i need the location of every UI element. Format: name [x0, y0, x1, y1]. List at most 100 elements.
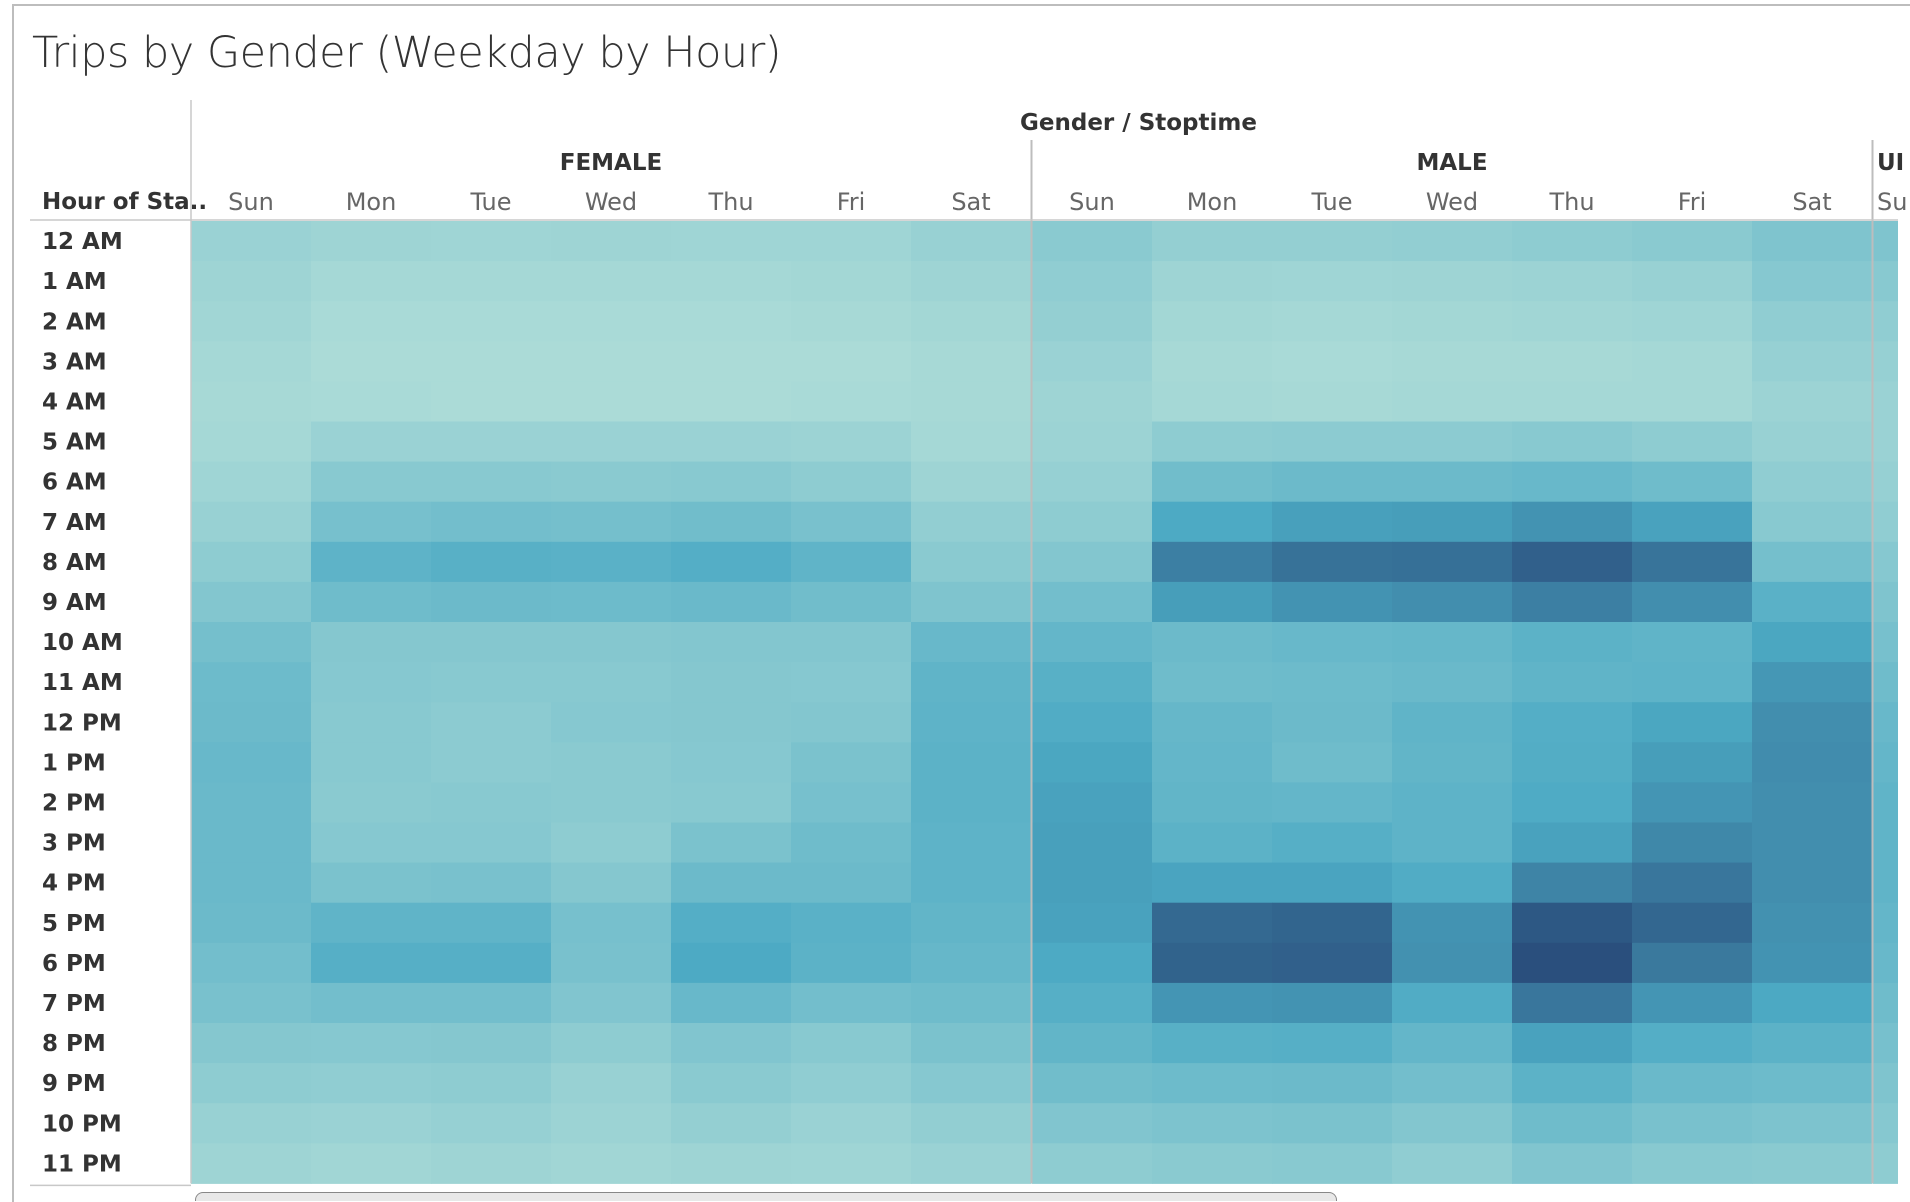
heatmap-cell-female-tue-4: [431, 381, 552, 422]
heatmap-cell-male-tue-12: [1272, 702, 1393, 743]
heatmap-cell-male-tue-3: [1272, 341, 1393, 382]
heatmap-cell-female-fri-2: [791, 301, 912, 342]
heatmap-cell-female-tue-23: [431, 1143, 552, 1184]
heatmap-cell-female-sun-14: [191, 782, 312, 823]
heatmap-cell-female-mon-11: [311, 662, 432, 703]
heatmap-cell-male-tue-11: [1272, 662, 1393, 703]
heatmap-cell-female-wed-0: [551, 221, 672, 262]
heatmap-cell-female-sat-0: [911, 221, 1032, 262]
heatmap-cell-female-tue-22: [431, 1103, 552, 1144]
heatmap-cell-male-wed-11: [1392, 662, 1513, 703]
heatmap-cell-male-mon-2: [1152, 301, 1273, 342]
heatmap-cell-male-sat-22: [1752, 1103, 1873, 1144]
heatmap-cell-male-sat-3: [1752, 341, 1873, 382]
heatmap-cell-male-mon-8: [1152, 541, 1273, 583]
heatmap-cell-female-mon-3: [311, 341, 432, 382]
heatmap-cell-male-sat-20: [1752, 1023, 1873, 1064]
hour-label-4: 4 AM: [42, 389, 107, 415]
heatmap-cell-male-mon-16: [1152, 862, 1273, 904]
heatmap-cell-unknown-sun-6: [1873, 461, 1898, 503]
heatmap-cell-male-thu-1: [1512, 261, 1633, 302]
hour-label-20: 8 PM: [42, 1031, 106, 1057]
heatmap-cell-male-tue-6: [1272, 461, 1393, 503]
heatmap-cell-male-tue-22: [1272, 1103, 1393, 1144]
heatmap-cell-male-tue-20: [1272, 1023, 1393, 1064]
heatmap-cell-male-wed-9: [1392, 581, 1513, 623]
heatmap-cell-male-sun-10: [1032, 622, 1153, 663]
hour-label-23: 11 PM: [42, 1151, 122, 1177]
heatmap-cell-male-thu-9: [1512, 581, 1633, 623]
heatmap-cell-female-sat-20: [911, 1023, 1032, 1064]
heatmap-cell-male-fri-19: [1632, 982, 1753, 1024]
heatmap-cell-male-thu-5: [1512, 421, 1633, 463]
heatmap-cell-male-fri-18: [1632, 942, 1753, 984]
hour-label-19: 7 PM: [42, 991, 106, 1017]
heatmap-cell-female-mon-21: [311, 1063, 432, 1104]
gender-label-female: FEMALE: [560, 150, 662, 176]
heatmap-cell-male-wed-16: [1392, 862, 1513, 904]
heatmap-cell-female-tue-10: [431, 622, 552, 663]
gender-label-unknown: UI: [1877, 150, 1904, 176]
heatmap-cell-male-tue-13: [1272, 742, 1393, 783]
day-label-male-tue: Tue: [1311, 188, 1353, 216]
heatmap-cell-male-wed-18: [1392, 942, 1513, 984]
heatmap-cell-unknown-sun-7: [1873, 501, 1898, 543]
heatmap-cell-male-sun-16: [1032, 862, 1153, 904]
heatmap-cell-male-mon-21: [1152, 1063, 1273, 1104]
heatmap-cell-male-sat-1: [1752, 261, 1873, 302]
heatmap-cell-male-sat-14: [1752, 782, 1873, 823]
heatmap-cell-male-fri-21: [1632, 1063, 1753, 1104]
heatmap-cell-female-tue-18: [431, 942, 552, 984]
day-label-male-fri: Fri: [1678, 188, 1707, 216]
heatmap-cell-female-thu-7: [671, 501, 792, 543]
heatmap-cell-female-sun-12: [191, 702, 312, 743]
heatmap-cell-male-sat-15: [1752, 822, 1873, 864]
day-label-female-mon: Mon: [346, 188, 397, 216]
heatmap-cell-female-wed-2: [551, 301, 672, 342]
heatmap-cell-unknown-sun-23: [1873, 1143, 1898, 1184]
heatmap-cell-female-tue-6: [431, 461, 552, 503]
heatmap-cell-female-fri-11: [791, 662, 912, 703]
heatmap-cell-female-thu-0: [671, 221, 792, 262]
heatmap-cell-male-sun-20: [1032, 1023, 1153, 1064]
heatmap-cell-male-tue-4: [1272, 381, 1393, 422]
heatmap-cell-male-wed-17: [1392, 902, 1513, 944]
heatmap-cell-female-mon-17: [311, 902, 432, 944]
heatmap-cell-female-sun-5: [191, 421, 312, 463]
heatmap-cell-male-sat-8: [1752, 541, 1873, 583]
heatmap-cell-female-mon-20: [311, 1023, 432, 1064]
heatmap-cell-female-thu-15: [671, 822, 792, 864]
heatmap-cell-male-sun-14: [1032, 782, 1153, 823]
heatmap-cell-female-fri-5: [791, 421, 912, 463]
horizontal-scrollbar[interactable]: [195, 1192, 1337, 1201]
heatmap-cell-female-wed-10: [551, 622, 672, 663]
heatmap-cell-male-thu-12: [1512, 702, 1633, 743]
heatmap-cell-male-sat-0: [1752, 221, 1873, 262]
hour-label-9: 9 AM: [42, 590, 107, 616]
heatmap-cell-unknown-sun-2: [1873, 301, 1898, 342]
heatmap-cell-male-sun-12: [1032, 702, 1153, 743]
heatmap-cell-female-sun-16: [191, 862, 312, 904]
heatmap-cell-female-thu-2: [671, 301, 792, 342]
heatmap-cell-male-thu-10: [1512, 622, 1633, 663]
heatmap-cell-male-wed-13: [1392, 742, 1513, 783]
heatmap-cell-female-tue-11: [431, 662, 552, 703]
heatmap-cell-male-mon-0: [1152, 221, 1273, 262]
hour-label-2: 2 AM: [42, 309, 107, 335]
heatmap-cell-female-wed-18: [551, 942, 672, 984]
heatmap-cell-female-thu-14: [671, 782, 792, 823]
heatmap-cell-female-sun-17: [191, 902, 312, 944]
heatmap-cell-male-sun-4: [1032, 381, 1153, 422]
heatmap-cell-female-sun-21: [191, 1063, 312, 1104]
heatmap-cell-female-mon-5: [311, 421, 432, 463]
chart-title: Trips by Gender (Weekday by Hour): [32, 28, 782, 78]
heatmap-cell-male-fri-10: [1632, 622, 1753, 663]
heatmap-cell-male-wed-4: [1392, 381, 1513, 422]
heatmap-cell-male-sun-9: [1032, 581, 1153, 623]
day-label-female-thu: Thu: [707, 188, 753, 216]
heatmap-cell-female-sat-23: [911, 1143, 1032, 1184]
heatmap-cell-female-fri-7: [791, 501, 912, 543]
heatmap-cell-male-sat-19: [1752, 982, 1873, 1024]
heatmap-cell-female-sat-5: [911, 421, 1032, 463]
